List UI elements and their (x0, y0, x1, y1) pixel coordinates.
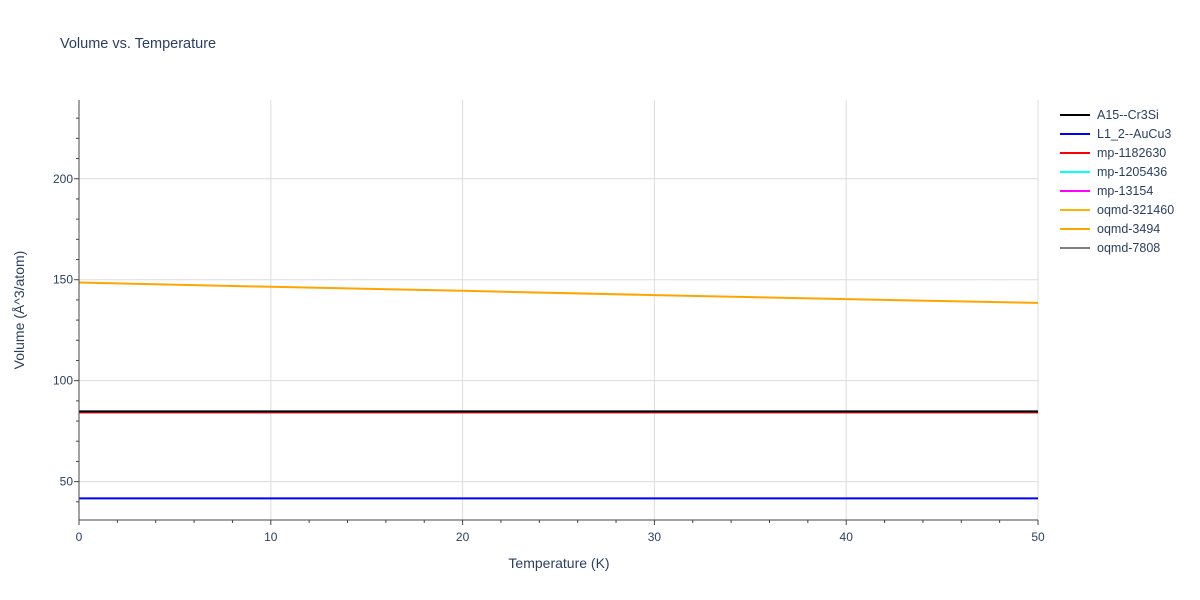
legend-label: A15--Cr3Si (1097, 107, 1159, 122)
series-line (78, 281, 1039, 304)
legend-item[interactable]: L1_2--AuCu3 (1060, 124, 1174, 143)
legend-label: oqmd-7808 (1097, 240, 1161, 255)
legend-swatch (1060, 113, 1090, 116)
series-lines (78, 281, 1039, 500)
legend-item[interactable]: oqmd-3494 (1060, 219, 1174, 238)
legend-item[interactable]: oqmd-321460 (1060, 200, 1174, 219)
legend-swatch (1060, 189, 1090, 192)
y-tick-label: 200 (53, 172, 73, 186)
chart-title: Volume vs. Temperature (60, 36, 217, 52)
x-tick-label: 0 (76, 530, 83, 544)
axes: 0 10 20 30 40 50 50 100 150 200 (53, 100, 1045, 544)
x-tick-label: 20 (456, 530, 470, 544)
x-axis-label: Temperature (K) (508, 555, 609, 571)
y-axis-label: Volume (Å^3/atom) (11, 251, 27, 370)
legend-swatch (1060, 227, 1090, 230)
legend-swatch (1060, 170, 1090, 173)
legend-label: mp-1205436 (1097, 164, 1168, 179)
legend-item[interactable]: mp-1182630 (1060, 143, 1174, 162)
legend-item[interactable]: mp-13154 (1060, 181, 1174, 200)
legend-swatch (1060, 246, 1090, 249)
legend-item[interactable]: A15--Cr3Si (1060, 105, 1174, 124)
legend-label: oqmd-3494 (1097, 221, 1161, 236)
legend-swatch (1060, 151, 1090, 154)
legend-item[interactable]: mp-1205436 (1060, 162, 1174, 181)
x-tick-label: 50 (1031, 530, 1045, 544)
y-tick-label: 50 (60, 475, 74, 489)
legend-item[interactable]: oqmd-7808 (1060, 238, 1174, 257)
legend-label: mp-1182630 (1097, 145, 1167, 160)
grid (79, 100, 1039, 520)
x-tick-label: 10 (264, 530, 278, 544)
legend-label: L1_2--AuCu3 (1097, 126, 1172, 141)
legend-label: mp-13154 (1097, 183, 1154, 198)
x-tick-label: 40 (840, 530, 854, 544)
y-tick-label: 100 (53, 374, 73, 388)
legend[interactable]: A15--Cr3Si L1_2--AuCu3 mp-1182630 mp-120543… (1060, 105, 1174, 257)
y-tick-label: 150 (53, 273, 73, 287)
legend-swatch (1060, 132, 1090, 135)
legend-label: oqmd-321460 (1097, 202, 1175, 217)
legend-swatch (1060, 208, 1090, 211)
x-tick-label: 30 (648, 530, 662, 544)
